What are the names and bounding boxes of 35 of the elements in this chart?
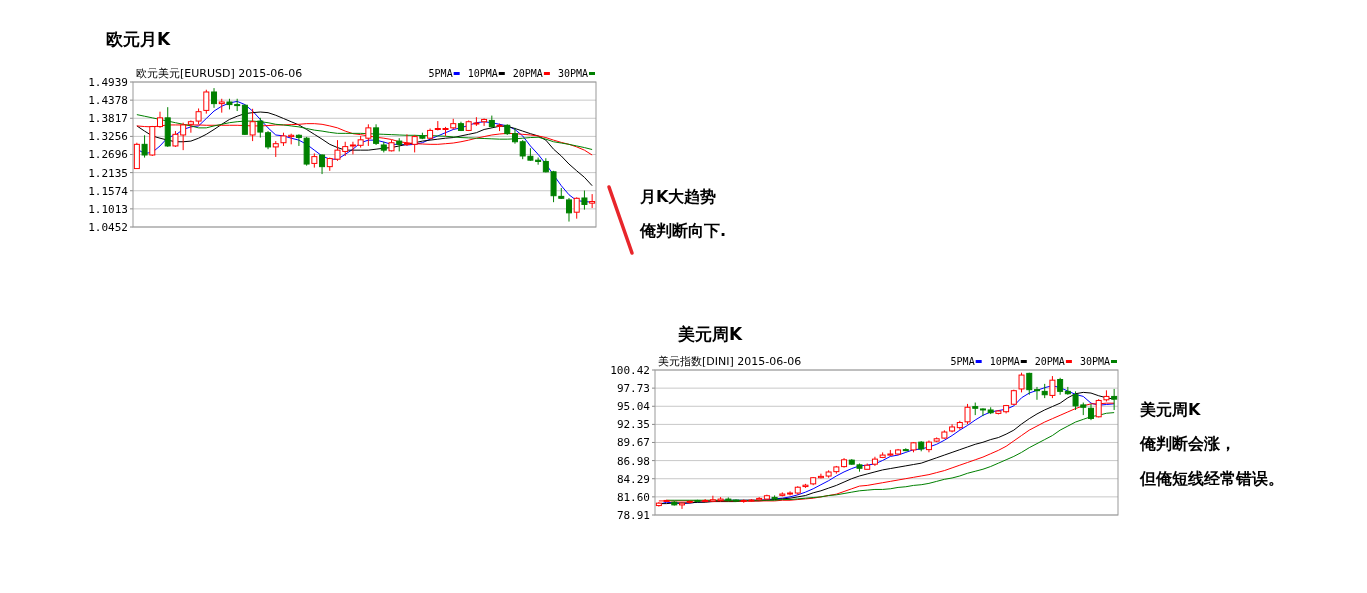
- legend-label: 5PMA: [950, 356, 975, 367]
- y-tick-label: 81.60: [616, 490, 650, 504]
- text: 但俺短线经常错误。: [1139, 469, 1284, 488]
- legend-label: 30PMA: [557, 68, 588, 79]
- chart-subtitle: 欧元美元[EURUSD] 2015-06-06: [136, 67, 303, 80]
- legend-label: 5PMA: [428, 68, 453, 79]
- y-tick-label: 1.1013: [88, 202, 128, 216]
- legend-label: 30PMA: [1079, 356, 1110, 367]
- y-tick-label: 78.91: [616, 509, 650, 522]
- text: 俺判断向下.: [639, 221, 727, 240]
- y-tick-label: 95.04: [616, 400, 651, 414]
- y-tick-label: 89.67: [616, 436, 650, 450]
- legend-label: 20PMA: [512, 68, 543, 79]
- chart-title: 美元周K: [677, 324, 743, 344]
- y-tick-label: 1.4939: [88, 76, 128, 89]
- y-tick-label: 1.3256: [88, 130, 128, 144]
- y-tick-label: 1.2696: [88, 148, 128, 162]
- y-tick-label: 100.42: [610, 364, 650, 377]
- y-tick-label: 1.0452: [88, 221, 128, 234]
- legend-label: 10PMA: [989, 356, 1020, 367]
- y-tick-label: 1.2135: [88, 166, 128, 180]
- chart-title: 欧元月K: [106, 29, 171, 49]
- chart-subtitle: 美元指数[DINI] 2015-06-06: [658, 355, 802, 368]
- legend-label: 10PMA: [467, 68, 498, 79]
- text: 俺判断会涨，: [1139, 434, 1236, 453]
- y-tick-label: 1.3817: [88, 112, 128, 126]
- y-tick-label: 1.4378: [88, 94, 128, 108]
- text: 美元周K: [1139, 400, 1201, 419]
- y-tick-label: 1.1574: [88, 184, 129, 198]
- y-tick-label: 97.73: [616, 382, 650, 396]
- y-tick-label: 86.98: [616, 454, 650, 468]
- legend-label: 20PMA: [1034, 356, 1065, 367]
- y-tick-label: 92.35: [616, 418, 650, 432]
- y-tick-label: 84.29: [616, 472, 650, 486]
- text: 月K大趋势: [639, 187, 717, 206]
